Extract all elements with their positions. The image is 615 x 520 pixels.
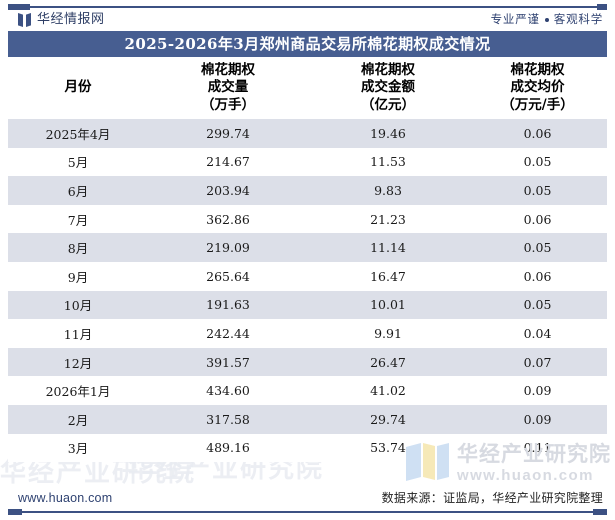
- watermark-site-url: www.huaon.com: [457, 466, 594, 484]
- cell-month: 2025年4月: [8, 119, 148, 148]
- column-header-volume: 棉花期权 成交量 （万手）: [148, 57, 308, 119]
- cell-volume: 219.09: [148, 233, 308, 262]
- cell-volume: 362.86: [148, 204, 308, 234]
- cell-avg-price: 0.09: [468, 404, 607, 434]
- table-row: 6月 203.94 9.83 0.05: [8, 176, 607, 205]
- tagline-right-text: 客观科学: [553, 11, 603, 26]
- brand-tagline: 专业严谨 客观科学: [490, 11, 603, 26]
- cell-volume: 299.74: [148, 119, 308, 148]
- data-table-container: 月份 棉花期权 成交量 （万手） 棉花期权 成交金额 （亿元） 棉花期权 成: [8, 57, 607, 463]
- column-header-amount-line1: 棉花期权: [361, 62, 415, 79]
- cell-avg-price: 0.05: [468, 176, 607, 205]
- table-row: 2月 317.58 29.74 0.09: [8, 404, 607, 434]
- dot-separator-icon: [544, 17, 549, 22]
- column-header-avg-price-line1: 棉花期权: [510, 62, 565, 79]
- cell-month: 6月: [8, 176, 148, 205]
- cell-avg-price: 0.05: [468, 147, 607, 177]
- cell-month: 10月: [8, 290, 148, 320]
- cell-volume: 265.64: [148, 261, 308, 291]
- brand-identity: 华经情报网: [18, 12, 105, 27]
- cell-amount: 10.01: [308, 290, 468, 320]
- column-header-avg-price-line2: 成交均价: [510, 79, 565, 96]
- column-header-avg-price-line3: （万元/手）: [501, 96, 574, 113]
- cell-amount: 11.14: [308, 233, 468, 262]
- cell-volume: 317.58: [148, 404, 308, 434]
- footer-data-source: 数据来源：证监局，华经产业研究院整理: [381, 491, 603, 505]
- cell-amount: 26.47: [308, 347, 468, 377]
- cell-avg-price: 0.11: [468, 433, 607, 463]
- table-row: 10月 191.63 10.01 0.05: [8, 290, 607, 320]
- cell-avg-price: 0.07: [468, 347, 607, 377]
- cell-avg-price: 0.05: [468, 290, 607, 320]
- page-footer: www.huaon.com 数据来源：证监局，华经产业研究院整理: [0, 486, 615, 510]
- column-header-month-line1: 月份: [64, 79, 92, 96]
- top-divider-rule: [8, 4, 607, 10]
- table-row: 9月 265.64 16.47 0.06: [8, 261, 607, 291]
- table-header-row: 月份 棉花期权 成交量 （万手） 棉花期权 成交金额 （亿元） 棉花期权 成: [8, 57, 607, 119]
- column-header-volume-line2: 成交量: [207, 79, 249, 96]
- column-header-amount-line2: 成交金额: [361, 79, 415, 96]
- cell-month: 3月: [8, 433, 148, 463]
- cell-month: 2月: [8, 404, 148, 434]
- table-row: 2025年4月 299.74 19.46 0.06: [8, 119, 607, 148]
- cell-volume: 434.60: [148, 376, 308, 405]
- cell-volume: 242.44: [148, 319, 308, 348]
- cell-avg-price: 0.05: [468, 233, 607, 262]
- column-header-amount-line3: （亿元）: [361, 96, 415, 113]
- cell-month: 2026年1月: [8, 376, 148, 405]
- column-header-month: 月份: [8, 57, 148, 119]
- table-row: 11月 242.44 9.91 0.04: [8, 319, 607, 348]
- cell-amount: 41.02: [308, 376, 468, 405]
- table-row: 7月 362.86 21.23 0.06: [8, 204, 607, 234]
- column-header-volume-line1: 棉花期权: [201, 62, 255, 79]
- table-body: 2025年4月 299.74 19.46 0.06 5月 214.67 11.53 0.05…: [8, 119, 607, 463]
- table-row: 2026年1月 434.60 41.02 0.09: [8, 376, 607, 405]
- bottom-divider-rule: [8, 509, 607, 515]
- cell-amount: 16.47: [308, 261, 468, 291]
- brand-name: 华经情报网: [37, 12, 105, 27]
- cell-volume: 203.94: [148, 176, 308, 205]
- cell-amount: 29.74: [308, 404, 468, 434]
- cell-volume: 489.16: [148, 433, 308, 463]
- table-row: 5月 214.67 11.53 0.05: [8, 147, 607, 177]
- column-header-avg-price: 棉花期权 成交均价 （万元/手）: [468, 57, 607, 119]
- footer-site-url[interactable]: www.huaon.com: [18, 490, 113, 505]
- cell-amount: 9.83: [308, 176, 468, 205]
- cell-amount: 21.23: [308, 204, 468, 234]
- cell-avg-price: 0.06: [468, 204, 607, 234]
- cell-month: 8月: [8, 233, 148, 262]
- cell-avg-price: 0.09: [468, 376, 607, 405]
- cell-month: 11月: [8, 319, 148, 348]
- cell-volume: 214.67: [148, 147, 308, 177]
- page-title: 2025-2026年3月郑州商品交易所棉花期权成交情况: [124, 34, 491, 53]
- cell-amount: 11.53: [308, 147, 468, 177]
- cell-month: 12月: [8, 347, 148, 377]
- column-header-amount: 棉花期权 成交金额 （亿元）: [308, 57, 468, 119]
- cell-amount: 9.91: [308, 319, 468, 348]
- table-row: 12月 391.57 26.47 0.07: [8, 347, 607, 377]
- tagline-left-text: 专业严谨: [490, 11, 540, 26]
- chart-title-bar: 2025-2026年3月郑州商品交易所棉花期权成交情况: [8, 31, 607, 57]
- cell-volume: 391.57: [148, 347, 308, 377]
- table-row: 3月 489.16 53.74 0.11: [8, 433, 607, 463]
- cotton-option-turnover-table: 月份 棉花期权 成交量 （万手） 棉花期权 成交金额 （亿元） 棉花期权 成: [8, 57, 607, 463]
- cell-amount: 19.46: [308, 119, 468, 148]
- table-row: 8月 219.09 11.14 0.05: [8, 233, 607, 262]
- cell-volume: 191.63: [148, 290, 308, 320]
- table-header: 月份 棉花期权 成交量 （万手） 棉花期权 成交金额 （亿元） 棉花期权 成: [8, 57, 607, 119]
- column-header-volume-line3: （万手）: [201, 96, 255, 113]
- cell-avg-price: 0.04: [468, 319, 607, 348]
- cell-avg-price: 0.06: [468, 261, 607, 291]
- huaon-bars-logo-icon: [18, 12, 31, 27]
- cell-month: 9月: [8, 261, 148, 291]
- cell-avg-price: 0.06: [468, 119, 607, 148]
- cell-month: 7月: [8, 204, 148, 234]
- cell-month: 5月: [8, 147, 148, 177]
- cell-amount: 53.74: [308, 433, 468, 463]
- brand-header: 华经情报网 专业严谨 客观科学: [0, 9, 615, 30]
